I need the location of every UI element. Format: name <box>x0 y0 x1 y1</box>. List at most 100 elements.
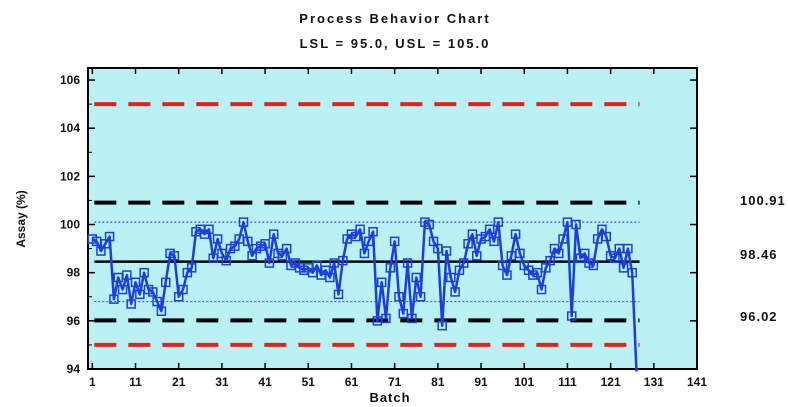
data-point <box>545 255 555 266</box>
data-point <box>363 236 374 247</box>
x-axis-label: Batch <box>369 390 410 405</box>
chart-title: Process Behavior Chart <box>299 11 490 26</box>
y-tick-label: 98 <box>67 266 81 280</box>
data-point <box>156 306 167 316</box>
data-point <box>571 219 581 230</box>
x-tick-label: 51 <box>302 375 316 389</box>
data-point <box>566 311 577 321</box>
data-point <box>579 248 590 259</box>
x-tick-label: 131 <box>644 375 664 389</box>
y-tick-label: 106 <box>60 73 80 87</box>
data-point <box>467 229 478 239</box>
data-point <box>281 243 292 254</box>
chart-subtitle: LSL = 95.0, USL = 105.0 <box>300 36 491 51</box>
y-axis-label: Assay (%) <box>14 190 28 247</box>
data-point <box>385 263 396 273</box>
data-point <box>398 308 409 319</box>
data-point <box>463 239 473 249</box>
data-point <box>338 255 348 266</box>
y-tick-label: 96 <box>67 314 81 328</box>
data-point <box>376 277 387 288</box>
data-point <box>394 292 404 302</box>
data-point <box>355 224 365 235</box>
data-point <box>510 229 521 239</box>
data-point <box>411 272 422 283</box>
data-point <box>109 294 119 304</box>
data-point <box>627 267 637 278</box>
y-tick-label: 102 <box>60 169 80 183</box>
data-point <box>536 284 547 295</box>
data-point <box>186 263 197 273</box>
ucl-value-label: 100.91 <box>740 193 786 208</box>
plot-area <box>87 67 698 370</box>
reference-lines <box>94 102 640 347</box>
data-point <box>333 289 344 300</box>
center-value-label: 98.46 <box>740 247 778 262</box>
data-point <box>381 313 391 324</box>
data-point <box>471 251 482 261</box>
lcl-value-label: 96.02 <box>740 309 778 324</box>
x-tick-label: 101 <box>514 375 534 389</box>
x-tick-label: 81 <box>431 375 445 389</box>
x-tick-label: 21 <box>172 375 186 389</box>
data-point <box>415 292 426 302</box>
data-point <box>126 299 136 309</box>
data-point <box>221 255 231 266</box>
x-tick-label: 91 <box>474 375 488 389</box>
data-point <box>130 277 141 288</box>
data-point <box>588 260 599 271</box>
data-point <box>135 289 145 300</box>
series-assay <box>87 217 638 372</box>
x-tick-label: 141 <box>687 375 707 389</box>
data-point <box>117 284 128 295</box>
data-point <box>493 217 504 227</box>
data-point <box>623 243 633 254</box>
series-line <box>91 220 638 372</box>
data-point <box>618 263 629 273</box>
data-point <box>402 258 413 268</box>
x-tick-label: 121 <box>601 375 621 389</box>
data-point <box>139 267 149 278</box>
x-tick-label: 71 <box>388 375 402 389</box>
x-tick-label: 111 <box>558 375 577 389</box>
data-point <box>178 284 188 295</box>
data-point <box>437 320 447 331</box>
data-point <box>424 219 434 230</box>
data-point <box>450 287 460 297</box>
x-tick-label: 1 <box>89 375 96 389</box>
data-point <box>208 253 219 263</box>
data-point <box>212 234 223 244</box>
data-point <box>312 260 322 271</box>
y-tick-label: 94 <box>67 362 81 376</box>
data-point <box>359 248 370 259</box>
x-tick-label: 61 <box>345 375 359 389</box>
data-point <box>502 270 512 280</box>
data-point <box>515 248 525 259</box>
data-point <box>389 236 400 247</box>
data-point <box>104 231 115 242</box>
y-tick-label: 100 <box>60 218 80 232</box>
data-point <box>238 217 249 227</box>
data-point <box>601 231 612 242</box>
axis-ticks: 1 11 21 31 41 51 61 71 81 91 101 111 121 131 141949698… <box>60 68 707 389</box>
x-tick-label: 11 <box>129 375 142 389</box>
data-point <box>407 313 417 324</box>
data-point <box>122 270 132 280</box>
data-point <box>459 258 469 268</box>
data-point <box>160 277 171 288</box>
data-point <box>268 229 279 239</box>
data-point <box>204 224 214 235</box>
data-point <box>484 224 495 235</box>
y-tick-label: 104 <box>60 121 80 135</box>
x-tick-label: 41 <box>258 375 272 389</box>
data-point <box>610 253 620 263</box>
data-point <box>441 246 452 256</box>
data-point <box>497 260 508 271</box>
data-point <box>368 226 378 237</box>
data-point <box>260 239 270 249</box>
data-point <box>532 267 542 278</box>
data-point <box>264 258 275 268</box>
data-point <box>169 251 180 261</box>
data-point <box>489 236 499 247</box>
